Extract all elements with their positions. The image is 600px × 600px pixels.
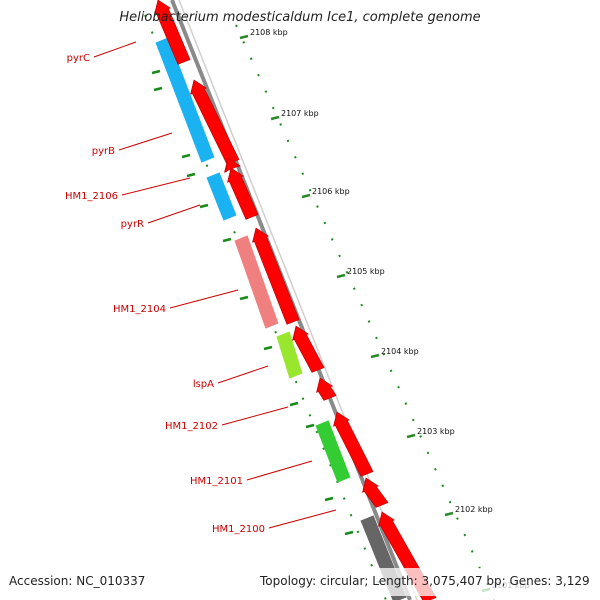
gene-label: lspA: [193, 379, 214, 390]
kbp-ruler: 2108 kbp 2107 kbp 2106 kbp 2105 kbp 2104 kbp…: [144, 14, 530, 600]
accession-text: Accession: NC_010337: [9, 574, 146, 588]
inner-tick: [151, 69, 161, 75]
gene-features: [154, 0, 437, 600]
forward-gene-arrow: [154, 0, 191, 65]
footer-bar: [0, 568, 600, 596]
gene-label: pyrC: [67, 53, 90, 64]
ruler-tick: [301, 193, 311, 199]
label-leader-line: [147, 204, 201, 224]
lspa-feature: [276, 331, 303, 379]
gene-label: HM1_2100: [212, 524, 265, 535]
gene-label: pyrB: [92, 146, 115, 157]
forward-gene-arrow: [252, 227, 300, 325]
inner-tick: [186, 172, 196, 178]
gene-label: HM1_2104: [113, 304, 166, 315]
ruler-label: 2103 kbp: [417, 427, 455, 436]
map-title: Heliobacterium modesticaldum Ice1, compl…: [119, 10, 481, 25]
ruler-tick: [370, 353, 380, 359]
genome-backbone: [170, 0, 418, 600]
inner-tick: [239, 295, 249, 301]
label-leader-line: [246, 460, 313, 481]
genome-summary-text: Topology: circular; Length: 3,075,407 bp…: [260, 574, 590, 588]
inner-tick: [153, 86, 163, 92]
forward-gene-arrow: [227, 167, 259, 220]
ruler-tick: [406, 433, 416, 439]
label-leader-line: [169, 289, 239, 309]
inner-tick: [289, 401, 299, 407]
gene-label: pyrR: [121, 219, 144, 230]
inner-tick: [181, 153, 191, 159]
backbone-shadow: [178, 0, 418, 600]
ruler-tick: [336, 273, 346, 279]
ruler-label: 2102 kbp: [455, 505, 493, 514]
forward-gene-arrow: [292, 325, 325, 373]
ruler-label: 2105 kbp: [347, 267, 385, 276]
gene-label: HM1_2102: [165, 421, 218, 432]
ruler-tick: [270, 115, 280, 121]
label-leader-line: [118, 132, 173, 151]
label-leader-line: [268, 509, 337, 529]
inner-tick: [263, 345, 273, 351]
forward-gene-arrow: [224, 157, 241, 173]
forward-gene-arrow: [316, 377, 337, 401]
gene-label: HM1_2101: [190, 476, 243, 487]
gene-labels: pyrC pyrB HM1_2106 pyrR HM1_2104 lspA HM1_2102…: [65, 41, 337, 535]
label-leader-line: [221, 406, 289, 426]
inner-tick: [344, 530, 354, 536]
inner-tick: [222, 237, 232, 243]
label-leader-line: [121, 177, 191, 196]
label-leader-line: [217, 365, 269, 384]
ruler-label: 2106 kbp: [312, 187, 350, 196]
ruler-tick: [239, 34, 249, 40]
inner-tick: [199, 203, 209, 209]
gene-label: HM1_2106: [65, 191, 118, 202]
hm1-2101-feature: [315, 420, 351, 483]
inner-tick: [324, 496, 334, 502]
ruler-label: 2107 kbp: [281, 109, 319, 118]
label-leader-line: [93, 41, 137, 58]
pyrc-feature: [155, 37, 215, 163]
ruler-label: 2108 kbp: [250, 28, 288, 37]
ruler-label: 2104 kbp: [381, 347, 419, 356]
forward-gene-arrow: [333, 411, 374, 477]
hm1-2104-feature: [234, 235, 279, 329]
pyrb-feature: [206, 172, 237, 221]
ruler-tick: [444, 511, 454, 517]
inner-tick: [305, 423, 315, 429]
forward-gene-arrow: [362, 477, 389, 508]
